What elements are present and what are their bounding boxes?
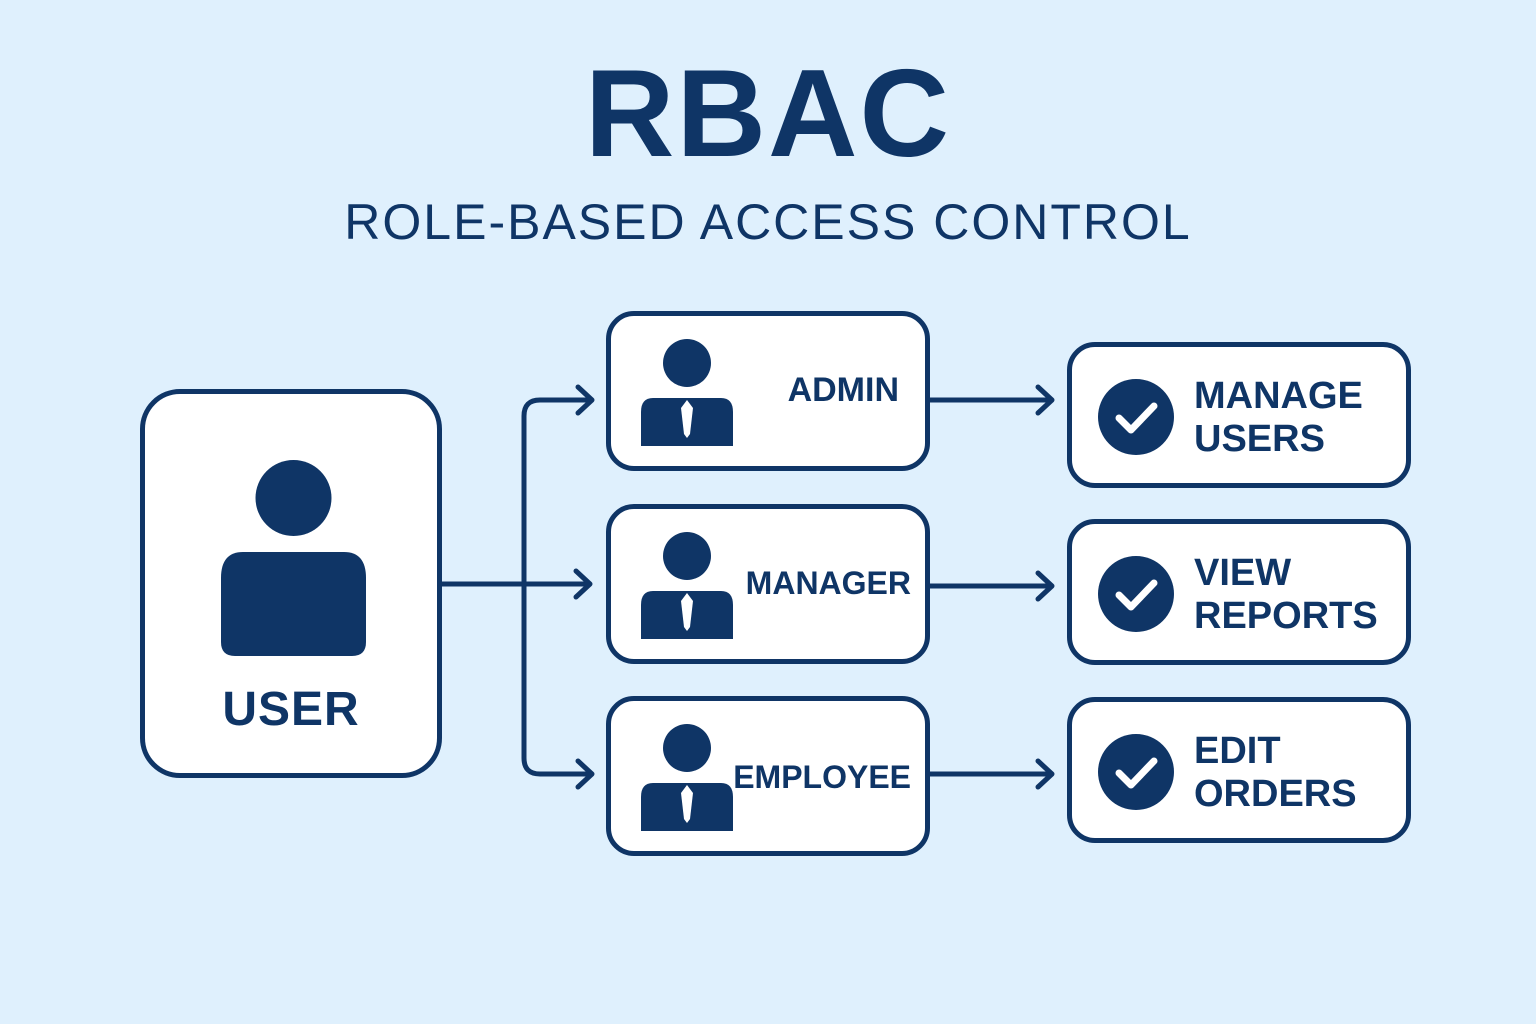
permission-line: REPORTS xyxy=(1194,595,1378,637)
permission-line: USERS xyxy=(1194,418,1325,460)
check-circle-icon xyxy=(1098,734,1174,810)
permission-line: VIEW xyxy=(1194,552,1292,594)
arrowhead-permission-2 xyxy=(1035,570,1055,602)
user-card: USER xyxy=(140,389,442,778)
diagram-title: RBAC xyxy=(584,45,952,183)
permission-line: ORDERS xyxy=(1194,773,1357,815)
arrowhead-employee xyxy=(575,758,595,790)
arrowhead-permission-1 xyxy=(1035,384,1055,416)
check-circle-icon xyxy=(1098,556,1174,632)
user-label: USER xyxy=(222,683,360,736)
branch-to-employee-connector xyxy=(521,581,593,777)
user-icon xyxy=(221,460,366,656)
permission-label-view-reports: VIEW REPORTS xyxy=(1194,552,1378,638)
permission-card-edit-orders: EDIT ORDERS xyxy=(1067,697,1411,843)
role-card-employee: EMPLOYEE xyxy=(606,696,930,856)
role-label-employee: EMPLOYEE xyxy=(733,759,911,795)
permission-card-view-reports: VIEW REPORTS xyxy=(1067,519,1411,665)
person-tie-icon xyxy=(641,724,733,831)
branch-to-admin-connector xyxy=(521,397,593,587)
permission-line: MANAGE xyxy=(1194,375,1363,417)
arrowhead-manager xyxy=(573,568,593,600)
permission-label-edit-orders: EDIT ORDERS xyxy=(1194,730,1357,816)
role-card-manager: MANAGER xyxy=(606,504,930,664)
permission-line: EDIT xyxy=(1194,730,1281,772)
diagram-subtitle: ROLE-BASED ACCESS CONTROL xyxy=(344,194,1192,250)
role-card-admin: ADMIN xyxy=(606,311,930,471)
role-label-admin: ADMIN xyxy=(787,371,899,409)
role-label-manager: MANAGER xyxy=(745,565,911,601)
arrowhead-permission-3 xyxy=(1035,758,1055,790)
person-tie-icon xyxy=(641,339,733,446)
arrowhead-admin xyxy=(575,384,595,416)
check-circle-icon xyxy=(1098,379,1174,455)
person-tie-icon xyxy=(641,532,733,639)
permission-label-manage-users: MANAGE USERS xyxy=(1194,375,1363,461)
permission-card-manage-users: MANAGE USERS xyxy=(1067,342,1411,488)
